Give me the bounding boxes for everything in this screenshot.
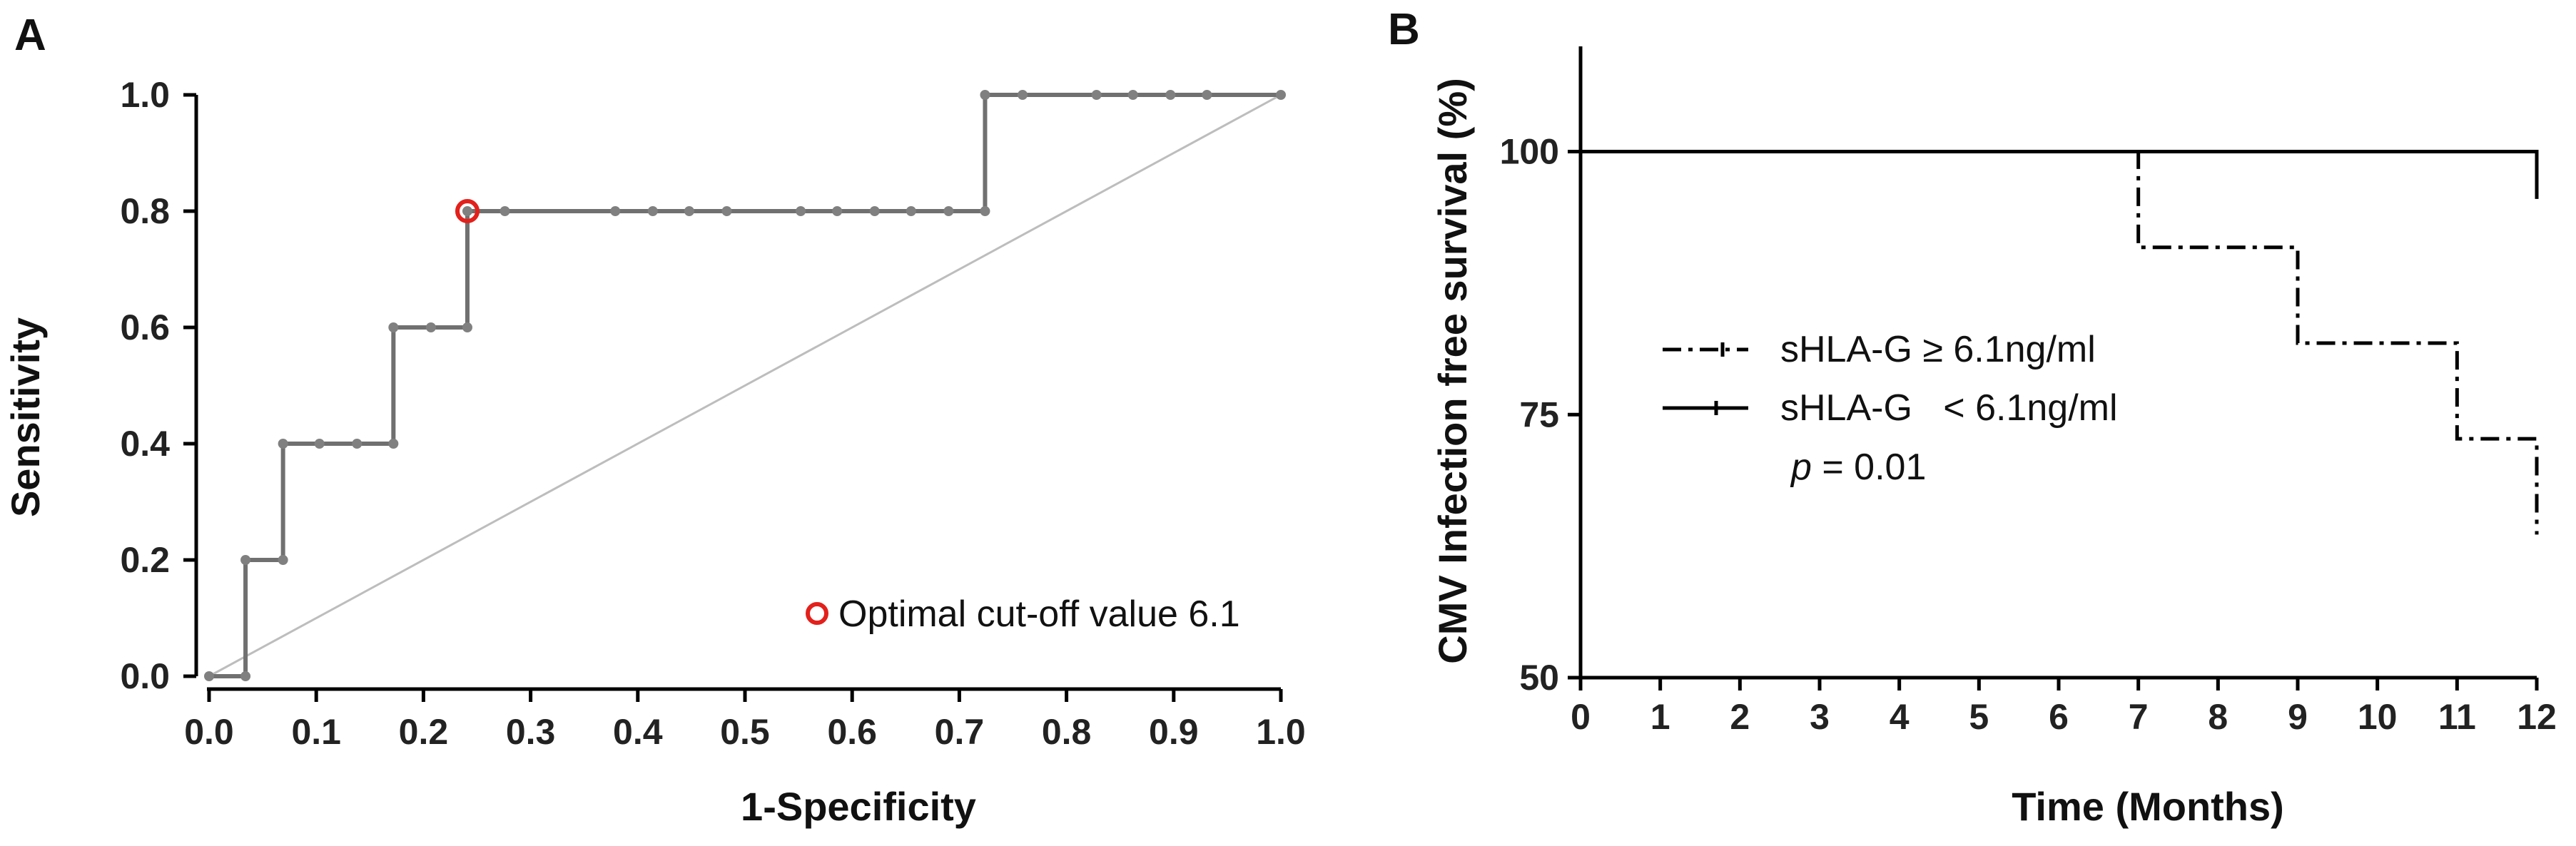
roc-point — [1276, 90, 1286, 100]
panel-a-y-tick-label: 0.2 — [120, 540, 170, 580]
roc-point — [278, 555, 288, 565]
roc-point — [204, 671, 214, 681]
panel-a-x-tick-label: 0.6 — [827, 712, 877, 752]
panel-a-legend: Optimal cut-off value 6.1 — [806, 593, 1240, 635]
roc-point — [240, 671, 251, 681]
legend-low-label: sHLA-G < 6.1ng/ml — [1780, 387, 2118, 429]
p-symbol: p — [1790, 447, 1812, 488]
roc-point — [1165, 90, 1176, 100]
panel-b-y-axis-title: CMV Infection free survival (%) — [1430, 78, 1475, 664]
panel-b-x-tick-label: 4 — [1890, 697, 1910, 737]
optimal-cutoff-legend-marker — [806, 602, 828, 625]
roc-point — [462, 322, 472, 332]
roc-point — [1202, 90, 1212, 100]
panel-a-x-tick-label: 0.0 — [184, 712, 234, 752]
roc-point — [425, 322, 436, 332]
panel-b-x-tick-label: 0 — [1571, 697, 1591, 737]
roc-point — [721, 206, 732, 216]
roc-point — [278, 439, 288, 449]
roc-point — [500, 206, 510, 216]
panel-b-x-tick-label: 2 — [1730, 697, 1750, 737]
panel-a-x-tick-label: 0.5 — [720, 712, 770, 752]
roc-point — [647, 206, 658, 216]
p-value: = 0.01 — [1812, 447, 1926, 488]
panel-a-x-tick-label: 0.2 — [399, 712, 449, 752]
panel-a-x-tick-label: 0.9 — [1149, 712, 1199, 752]
roc-point — [980, 206, 990, 216]
reference-diagonal-line — [208, 93, 1282, 678]
panel-a-plot-area — [204, 90, 1286, 681]
roc-point — [796, 206, 806, 216]
optimal-cutoff-legend-label: Optimal cut-off value 6.1 — [838, 593, 1240, 635]
panel-b-x-tick-label: 3 — [1810, 697, 1830, 737]
panel-a-x-tick-label: 0.7 — [935, 712, 985, 752]
panel-b-x-tick-label: 12 — [2517, 697, 2557, 737]
roc-point — [610, 206, 621, 216]
panel-a-y-axis-title: Sensitivity — [3, 317, 48, 517]
panel-a-letter: A — [14, 11, 46, 60]
roc-point — [1127, 90, 1138, 100]
roc-point — [943, 206, 954, 216]
panel-b-x-tick-label: 11 — [2438, 697, 2476, 737]
panel-a-x-tick-label: 0.4 — [613, 712, 663, 752]
panel-b-y-tick-label: 100 — [1500, 132, 1559, 172]
panel-b-x-tick-label: 9 — [2288, 697, 2308, 737]
panel-a-x-tick-label: 0.3 — [506, 712, 556, 752]
roc-point — [869, 206, 880, 216]
panel-a-y-tick-label: 0.0 — [120, 656, 170, 696]
roc-point — [240, 555, 251, 565]
panel-a-x-axis-title: 1-Specificity — [741, 784, 976, 829]
panel-a-x-tick-label: 0.1 — [291, 712, 341, 752]
roc-point — [1091, 90, 1102, 100]
roc-point — [388, 322, 399, 332]
panel-a-y-tick-label: 0.4 — [120, 424, 170, 464]
km-curve-high-shla-g — [1581, 150, 2539, 535]
roc-point — [832, 206, 843, 216]
panel-a-axes: 0.0 0.1 0.2 0.3 0.4 0.5 0.6 0.7 0.8 0.9 1.0 0.0 0.2 0… — [120, 75, 1305, 752]
roc-point — [684, 206, 694, 216]
panel-b-x-tick-label: 8 — [2208, 697, 2228, 737]
roc-point — [314, 439, 325, 449]
roc-point — [388, 439, 399, 449]
panel-b-y-tick-label: 50 — [1519, 658, 1559, 698]
panel-a-x-tick-label: 0.8 — [1042, 712, 1092, 752]
panel-b-plot-area — [1581, 150, 2539, 535]
panel-a-y-tick-label: 1.0 — [120, 75, 170, 115]
optimal-cutoff-marker — [455, 199, 480, 223]
panel-b-x-axis-title: Time (Months) — [2012, 784, 2284, 829]
panel-b-x-tick-label: 1 — [1650, 697, 1670, 737]
roc-point — [462, 206, 472, 216]
panel-a-y-tick-label: 0.6 — [120, 307, 170, 347]
panel-b-y-tick-label: 75 — [1519, 394, 1559, 434]
panel-b-legend: sHLA-G ≥ 6.1ng/ml sHLA-G < 6.1ng/ml p = … — [1663, 329, 2118, 488]
panel-a-y-tick-label: 0.8 — [120, 191, 170, 231]
roc-curve-line — [209, 93, 1281, 678]
panel-b-x-tick-label: 6 — [2049, 697, 2069, 737]
roc-point — [906, 206, 916, 216]
panel-a-x-tick-label: 1.0 — [1256, 712, 1306, 752]
km-curve-low-shla-g — [1581, 150, 2539, 199]
roc-point — [1018, 90, 1028, 100]
roc-point — [352, 439, 362, 449]
panel-b-x-tick-label: 5 — [1969, 697, 1989, 737]
legend-high-label: sHLA-G ≥ 6.1ng/ml — [1780, 329, 2096, 370]
panel-b-letter: B — [1388, 5, 1420, 54]
roc-point — [980, 90, 990, 100]
panel-b-x-tick-label: 10 — [2358, 697, 2398, 737]
panel-b-x-tick-label: 7 — [2129, 697, 2149, 737]
p-value-label: p = 0.01 — [1790, 447, 1926, 488]
